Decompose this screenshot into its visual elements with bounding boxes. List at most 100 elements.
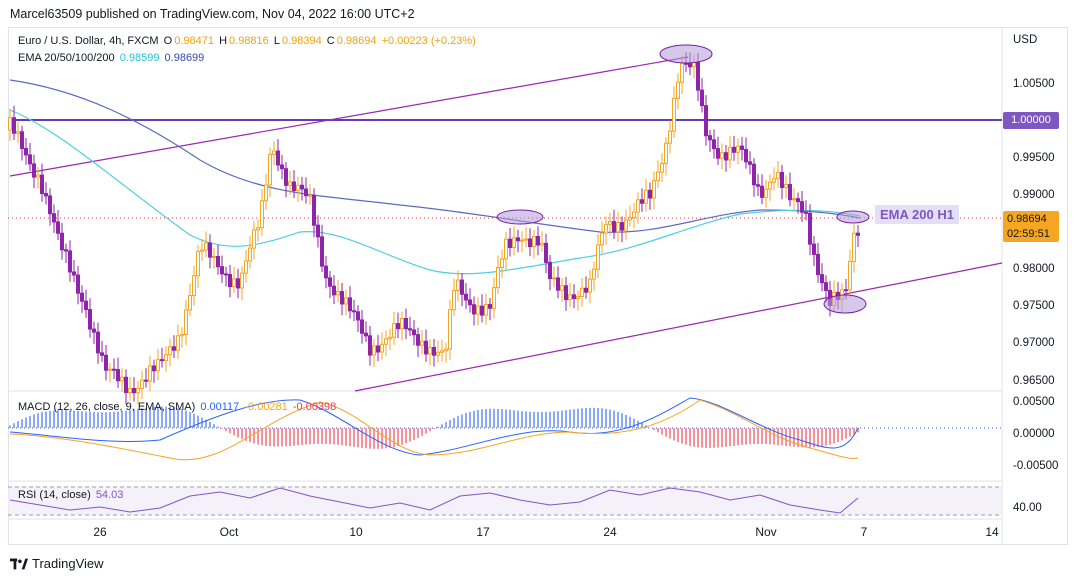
candle-body xyxy=(404,317,408,330)
candle-body xyxy=(476,305,480,315)
macd-value-3: -0.00398 xyxy=(292,401,337,413)
candle-body xyxy=(532,235,536,248)
level-price-tag: 1.00000 xyxy=(1003,112,1059,129)
candle-body xyxy=(524,238,528,241)
candle-body xyxy=(240,272,244,289)
time-tick: 10 xyxy=(349,525,363,539)
candle-body xyxy=(316,224,320,238)
candle-body xyxy=(172,346,176,351)
candle-body xyxy=(336,291,340,296)
candle-countdown: 02:59:51 xyxy=(1007,228,1050,240)
ema-legend[interactable]: EMA 20/50/100/200 0.98599 0.98699 xyxy=(18,52,206,64)
candle-body xyxy=(660,162,664,173)
candle-body xyxy=(648,189,652,199)
candle-body xyxy=(656,171,660,182)
candle-body xyxy=(232,278,236,288)
candle-body xyxy=(464,293,468,301)
candle-body xyxy=(272,150,276,155)
rsi-legend[interactable]: RSI (14, close) 54.03 xyxy=(18,489,125,501)
candle-body xyxy=(100,352,104,356)
candle-body xyxy=(376,345,380,353)
published-header: Marcel63509 published on TradingView.com… xyxy=(10,7,415,21)
candle-body xyxy=(432,347,436,356)
candle-body xyxy=(436,351,440,356)
candle-body xyxy=(852,232,856,263)
candle-body xyxy=(820,274,824,284)
candle-body xyxy=(752,163,756,186)
candle-body xyxy=(724,152,728,161)
candle-body xyxy=(28,154,32,165)
low-value: 0.98394 xyxy=(281,35,322,47)
candle-body xyxy=(120,376,124,382)
candle-body xyxy=(456,279,460,292)
candle-body xyxy=(688,63,692,68)
candle-body xyxy=(296,184,300,192)
low-label: L xyxy=(273,35,280,47)
last-price-tag: 0.98694 02:59:51 xyxy=(1003,211,1059,242)
tradingview-logo[interactable]: TradingView xyxy=(10,556,104,571)
candle-body xyxy=(244,260,248,274)
candle-body xyxy=(844,289,848,292)
symbol-name: Euro / U.S. Dollar, 4h, FXCM xyxy=(18,35,159,47)
candle-body xyxy=(388,336,392,340)
candle-body xyxy=(308,194,312,197)
rsi-line xyxy=(9,487,859,514)
candle-body xyxy=(568,294,572,301)
chart-frame[interactable] xyxy=(8,27,1068,545)
price-tick: 0.97000 xyxy=(1013,337,1055,349)
support-highlight xyxy=(823,294,867,314)
candle-body xyxy=(792,198,796,201)
rsi-label: RSI (14, close) xyxy=(18,489,91,501)
macd-value-2: -0.00281 xyxy=(244,401,288,413)
candle-body xyxy=(176,335,180,351)
macd-label: MACD (12, 26, close, 9, EMA, SMA) xyxy=(18,401,196,413)
ema-slow-line xyxy=(9,79,861,233)
ema-highlight xyxy=(836,210,870,224)
price-tick: 0.99000 xyxy=(1013,189,1055,201)
candle-body xyxy=(756,184,760,187)
candle-body xyxy=(192,275,196,296)
candle-body xyxy=(448,309,452,350)
candle-body xyxy=(236,278,240,289)
candle-body xyxy=(8,117,12,131)
candle-body xyxy=(184,309,188,336)
ema-200-annotation[interactable]: EMA 200 H1 xyxy=(875,205,959,224)
candle-body xyxy=(52,213,56,223)
macd-tick: 0.00500 xyxy=(1013,396,1055,408)
candle-body xyxy=(480,305,484,316)
change-value: +0.00223 (+0.23%) xyxy=(381,35,476,47)
ema-fast-line xyxy=(9,109,861,275)
macd-legend[interactable]: MACD (12, 26, close, 9, EMA, SMA) 0.0011… xyxy=(18,401,338,413)
candle-body xyxy=(848,261,852,291)
candle-body xyxy=(824,282,828,291)
candle-body xyxy=(580,287,584,298)
last-price-value: 0.98694 xyxy=(1007,213,1047,225)
time-tick: 14 xyxy=(985,525,999,539)
candle-body xyxy=(160,359,164,362)
ema-value-slow: 0.98699 xyxy=(164,52,205,64)
candle-body xyxy=(768,181,772,190)
candle-body xyxy=(292,181,296,192)
time-tick: Nov xyxy=(755,525,777,539)
candle-body xyxy=(528,238,532,248)
candle-body xyxy=(60,232,64,251)
candle-body xyxy=(92,328,96,333)
candle-body xyxy=(280,164,284,170)
candle-body xyxy=(796,198,800,203)
candle-body xyxy=(384,338,388,345)
candle-body xyxy=(64,249,68,252)
candle-body xyxy=(500,258,504,269)
candle-body xyxy=(188,294,192,311)
candle-body xyxy=(396,323,400,330)
candle-body xyxy=(80,292,84,302)
candle-body xyxy=(540,242,544,246)
candle-body xyxy=(760,185,764,198)
candle-body xyxy=(536,235,540,246)
candle-body xyxy=(696,61,700,91)
candle-body xyxy=(452,290,456,311)
candle-body xyxy=(148,365,152,382)
price-tick: 0.96500 xyxy=(1013,375,1055,387)
candle-body xyxy=(764,188,768,198)
